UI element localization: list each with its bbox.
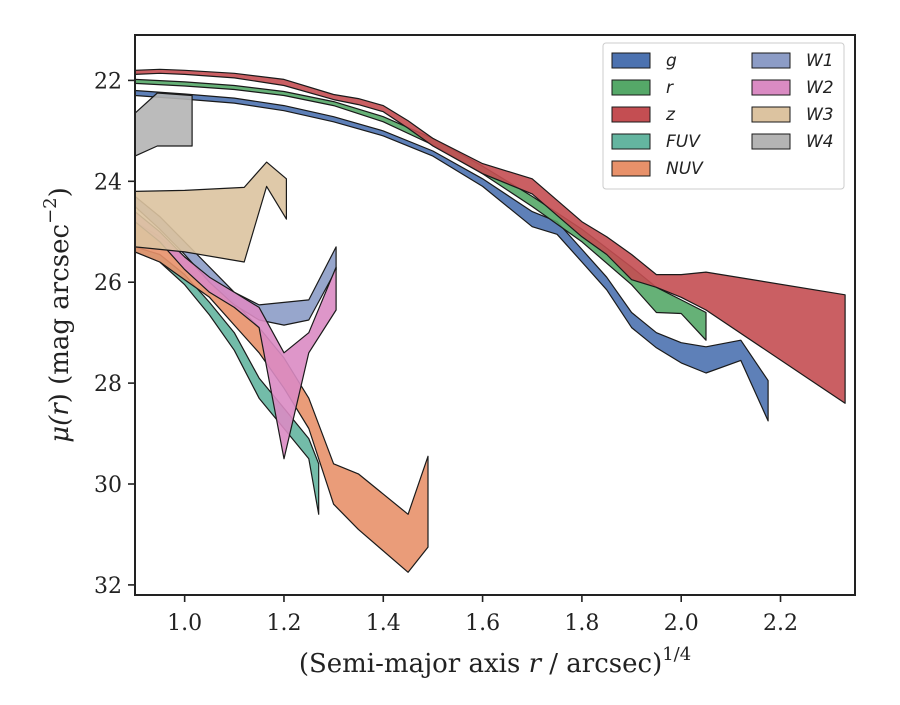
y-axis-ticks: 22 24 26 28 30 32 [94,69,135,599]
x-axis-ticks: 1.0 1.2 1.4 1.6 1.8 2.0 2.2 [167,595,798,636]
x-tick-label: 1.8 [564,611,599,636]
y-tick-label: 26 [94,271,122,296]
legend-label-w4: W4 [806,132,834,152]
legend-swatch-r [611,79,651,96]
y-tick-label: 24 [94,170,122,195]
legend-swatch-z [611,106,651,123]
legend-swatch-w4 [751,133,791,150]
y-axis-label: μ(r) (mag arcsec−2) [40,187,75,443]
band-z [134,68,846,404]
y-tick-label: 30 [94,473,122,498]
legend-swatch-g [611,52,651,69]
band-w4 [134,92,193,157]
legend-label-r: r [666,78,674,98]
plot-frame [134,34,856,596]
legend-swatch-w1 [751,52,791,69]
band-fuv [134,246,320,515]
x-axis-label: (Semi-major axis r / arcsec)1/4 [299,644,691,679]
x-tick-label: 2.0 [664,611,699,636]
series-bands [134,68,846,573]
legend-swatch-fuv [611,133,651,150]
band-g [134,89,769,422]
x-tick-label: 1.6 [465,611,500,636]
y-tick-label: 28 [94,372,122,397]
legend-swatch-w2 [751,79,791,96]
y-tick-label: 22 [94,69,122,94]
legend-label-w3: W3 [806,105,834,125]
band-w2 [134,211,337,460]
legend: grz FUV NUV W1 W2 W3 W4 [602,42,845,190]
x-tick-label: 1.4 [366,611,401,636]
legend-label-w2: W2 [806,78,834,98]
band-r [134,78,707,341]
band-w3 [134,161,287,263]
legend-swatch-w3 [751,106,791,123]
legend-label-z: z [665,105,676,125]
x-tick-label: 2.2 [763,611,798,636]
x-tick-label: 1.2 [266,611,301,636]
legend-swatch-nuv [611,160,651,177]
y-tick-label: 32 [94,574,122,599]
x-tick-label: 1.0 [167,611,202,636]
legend-label-fuv: FUV [666,132,701,152]
legend-label-g: g [666,51,677,71]
legend-label-w1: W1 [806,51,834,71]
legend-label-nuv: NUV [666,159,704,179]
